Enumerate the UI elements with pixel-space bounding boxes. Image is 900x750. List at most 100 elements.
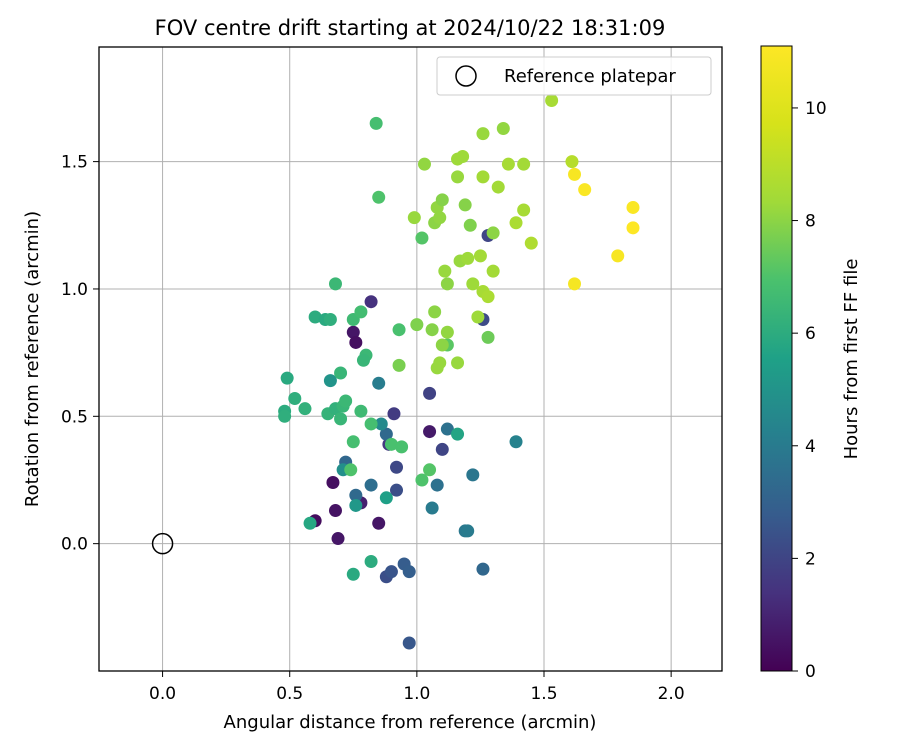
data-point bbox=[280, 371, 294, 385]
plot-frame bbox=[98, 46, 723, 672]
data-point bbox=[440, 325, 454, 339]
data-point bbox=[435, 193, 449, 207]
data-point bbox=[407, 211, 421, 225]
data-point bbox=[346, 435, 360, 449]
data-point bbox=[384, 437, 398, 451]
data-point bbox=[565, 155, 579, 169]
data-point bbox=[430, 478, 444, 492]
colorbar-tick-label: 0 bbox=[805, 662, 816, 682]
x-axis-ticks: 0.0 0.5 1.0 1.5 2.0 bbox=[149, 671, 685, 704]
data-point bbox=[390, 460, 404, 474]
data-point bbox=[339, 394, 353, 408]
y-tick-label: 0.0 bbox=[61, 535, 88, 555]
x-tick-label: 2.0 bbox=[658, 684, 685, 704]
data-point bbox=[466, 468, 480, 482]
data-point bbox=[379, 491, 393, 505]
data-point bbox=[423, 463, 437, 477]
data-point bbox=[392, 323, 406, 337]
data-point bbox=[379, 427, 393, 441]
reference-marker bbox=[151, 532, 174, 555]
colorbar-ticks: 0 2 4 6 8 10 bbox=[792, 99, 827, 682]
data-point bbox=[451, 427, 465, 441]
data-point bbox=[476, 562, 490, 576]
colorbar-tick-label: 10 bbox=[805, 99, 827, 119]
data-point bbox=[568, 277, 582, 291]
data-point bbox=[471, 310, 485, 324]
grid-lines bbox=[99, 47, 722, 671]
y-axis-ticks: 0.0 0.5 1.0 1.5 bbox=[61, 153, 99, 555]
data-point bbox=[326, 476, 340, 490]
chart-title: FOV centre drift starting at 2024/10/22 … bbox=[155, 16, 666, 40]
data-point bbox=[354, 404, 368, 418]
data-point bbox=[496, 122, 510, 136]
data-point bbox=[328, 504, 342, 518]
data-point bbox=[372, 190, 386, 204]
data-point bbox=[364, 417, 378, 431]
data-point bbox=[328, 277, 342, 291]
data-point bbox=[501, 157, 515, 171]
data-point bbox=[517, 157, 531, 171]
data-point bbox=[524, 236, 538, 250]
y-tick-label: 0.5 bbox=[61, 407, 88, 427]
data-point bbox=[356, 353, 370, 367]
x-axis-label: Angular distance from reference (arcmin) bbox=[224, 712, 597, 733]
data-point bbox=[303, 516, 317, 530]
data-point bbox=[364, 478, 378, 492]
x-tick-label: 0.5 bbox=[276, 684, 303, 704]
data-point bbox=[354, 305, 368, 319]
data-point bbox=[369, 116, 383, 130]
data-point bbox=[491, 180, 505, 194]
data-point bbox=[451, 356, 465, 370]
colorbar-tick-label: 4 bbox=[805, 437, 816, 457]
colorbar-tick-label: 6 bbox=[805, 324, 816, 344]
data-point bbox=[349, 335, 363, 349]
data-point bbox=[344, 463, 358, 477]
data-point bbox=[509, 435, 523, 449]
data-point bbox=[481, 290, 495, 304]
data-point bbox=[423, 425, 437, 439]
data-point bbox=[308, 310, 322, 324]
x-tick-label: 1.0 bbox=[403, 684, 430, 704]
data-point bbox=[611, 249, 625, 263]
data-point bbox=[425, 323, 439, 337]
reference-point-marker bbox=[151, 532, 174, 555]
data-point bbox=[476, 170, 490, 184]
data-point bbox=[417, 157, 431, 171]
data-point bbox=[346, 567, 360, 581]
data-point bbox=[435, 442, 449, 456]
data-point bbox=[486, 264, 500, 278]
data-point bbox=[387, 407, 401, 421]
x-tick-label: 1.5 bbox=[530, 684, 557, 704]
data-point bbox=[334, 412, 348, 426]
data-point bbox=[390, 483, 404, 497]
data-point bbox=[331, 532, 345, 546]
data-point bbox=[438, 264, 452, 278]
data-point bbox=[440, 277, 454, 291]
data-point bbox=[473, 249, 487, 263]
legend-entry-reference: Reference platepar bbox=[504, 66, 676, 87]
data-point bbox=[415, 231, 429, 245]
data-point bbox=[517, 203, 531, 217]
data-point bbox=[466, 277, 480, 291]
data-point bbox=[435, 338, 449, 352]
data-point bbox=[346, 325, 360, 339]
data-point bbox=[463, 218, 477, 232]
data-point bbox=[372, 376, 386, 390]
data-point bbox=[410, 318, 424, 332]
data-point bbox=[486, 226, 500, 240]
data-point bbox=[298, 402, 312, 416]
data-point bbox=[545, 93, 559, 107]
colorbar-tick-label: 8 bbox=[805, 212, 816, 232]
data-point bbox=[425, 501, 439, 515]
data-point bbox=[323, 313, 337, 327]
data-point bbox=[578, 183, 592, 197]
data-point bbox=[509, 216, 523, 230]
data-point bbox=[461, 524, 475, 538]
data-point bbox=[481, 330, 495, 344]
colorbar-label: Hours from first FF file bbox=[841, 259, 862, 460]
legend: Reference platepar bbox=[436, 56, 712, 96]
data-point bbox=[440, 422, 454, 436]
data-point bbox=[288, 391, 302, 405]
data-point bbox=[626, 200, 640, 214]
